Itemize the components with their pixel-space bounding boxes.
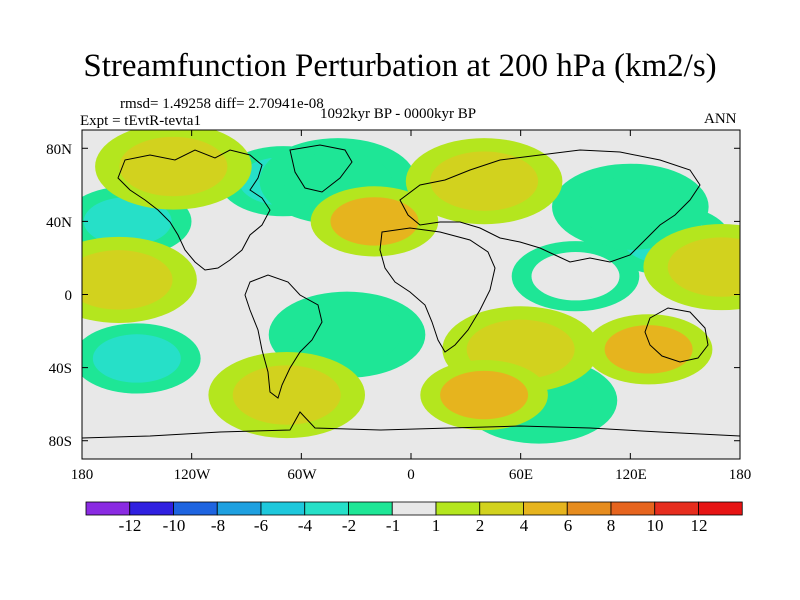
coastline-north-america (117, 149, 271, 271)
anomaly-core (92, 334, 181, 383)
colorbar-swatch (304, 501, 349, 516)
lat-tick-80s: 80S (48, 434, 72, 450)
lat-tick-0: 0 (64, 288, 73, 304)
colorbar-label: 2 (475, 516, 485, 535)
lon-tick-120w: 120W (173, 467, 211, 483)
anomaly-core (440, 370, 529, 420)
lat-tick-40s: 40S (48, 361, 72, 377)
contour-field (82, 130, 740, 444)
lon-tick-120e: 120E (615, 467, 647, 483)
colorbar-label: -6 (253, 516, 269, 535)
lat-tick-40n: 40N (46, 215, 72, 231)
colorbar-swatch (610, 501, 656, 516)
anomaly-core (430, 151, 539, 211)
colorbar-label: 12 (690, 516, 708, 535)
season-label: ANN (704, 111, 737, 127)
colorbar-label: -2 (341, 516, 357, 535)
lon-tick-60w: 60W (287, 467, 317, 483)
axis-ticks (81, 130, 741, 459)
colorbar-swatch (654, 501, 699, 516)
anomaly-core (330, 197, 419, 246)
colorbar-swatch (698, 501, 743, 516)
anomaly-core (667, 237, 740, 297)
colorbar-label: 1 (431, 516, 441, 535)
colorbar-label: -1 (385, 516, 401, 535)
colorbar-label: -4 (297, 516, 313, 535)
anomaly-core (576, 177, 685, 237)
colorbar-label: 10 (646, 516, 664, 535)
anomaly-core (293, 305, 402, 365)
colorbar-label: 4 (519, 516, 529, 535)
colorbar-swatch (260, 501, 306, 516)
colorbar-swatch (479, 501, 524, 516)
chart-title: Streamfunction Perturbation at 200 hPa (… (83, 48, 717, 84)
colorbar-label: -8 (210, 516, 226, 535)
anomaly-core (531, 252, 620, 301)
colorbar-swatch (391, 501, 437, 516)
colorbar-label: -10 (162, 516, 186, 535)
coastline-australia (644, 307, 709, 363)
colorbar-label: 6 (563, 516, 573, 535)
lat-tick-80n: 80N (46, 142, 72, 158)
colorbar-swatch (435, 501, 481, 516)
colorbar-swatch (129, 501, 174, 516)
coastline-eurasia (399, 149, 701, 263)
colorbar-label: -12 (118, 516, 142, 535)
coastline-south-america (244, 274, 323, 399)
colorbar-swatch (216, 501, 262, 516)
colorbar-swatch (85, 501, 131, 516)
colorbar-swatch (173, 501, 218, 516)
anomaly-core (604, 325, 693, 374)
experiment-label: Expt = tEvtR-tevta1 (80, 113, 201, 129)
lon-tick-60e: 60E (508, 467, 534, 483)
coastline-greenland (289, 144, 353, 193)
colorbar-swatch (348, 501, 393, 516)
coastline-antarctica (82, 411, 740, 439)
colorbar (85, 501, 743, 516)
coastline-africa (379, 227, 496, 353)
lon-tick-180w: 180 (70, 467, 94, 483)
anomaly-core (119, 136, 228, 197)
lon-tick-0: 0 (407, 467, 415, 483)
coastlines (82, 144, 740, 439)
anomaly-core (232, 365, 341, 425)
stats-label: rmsd= 1.49258 diff= 2.70941e-08 (120, 96, 324, 112)
anomaly-core (82, 250, 173, 310)
colorbar-swatch (566, 501, 612, 516)
anomaly-core (83, 197, 172, 246)
period-label: 1092kyr BP - 0000kyr BP (320, 106, 477, 122)
lon-tick-180e: 180 (728, 467, 752, 483)
colorbar-swatch (523, 501, 568, 516)
colorbar-label: 8 (606, 516, 616, 535)
